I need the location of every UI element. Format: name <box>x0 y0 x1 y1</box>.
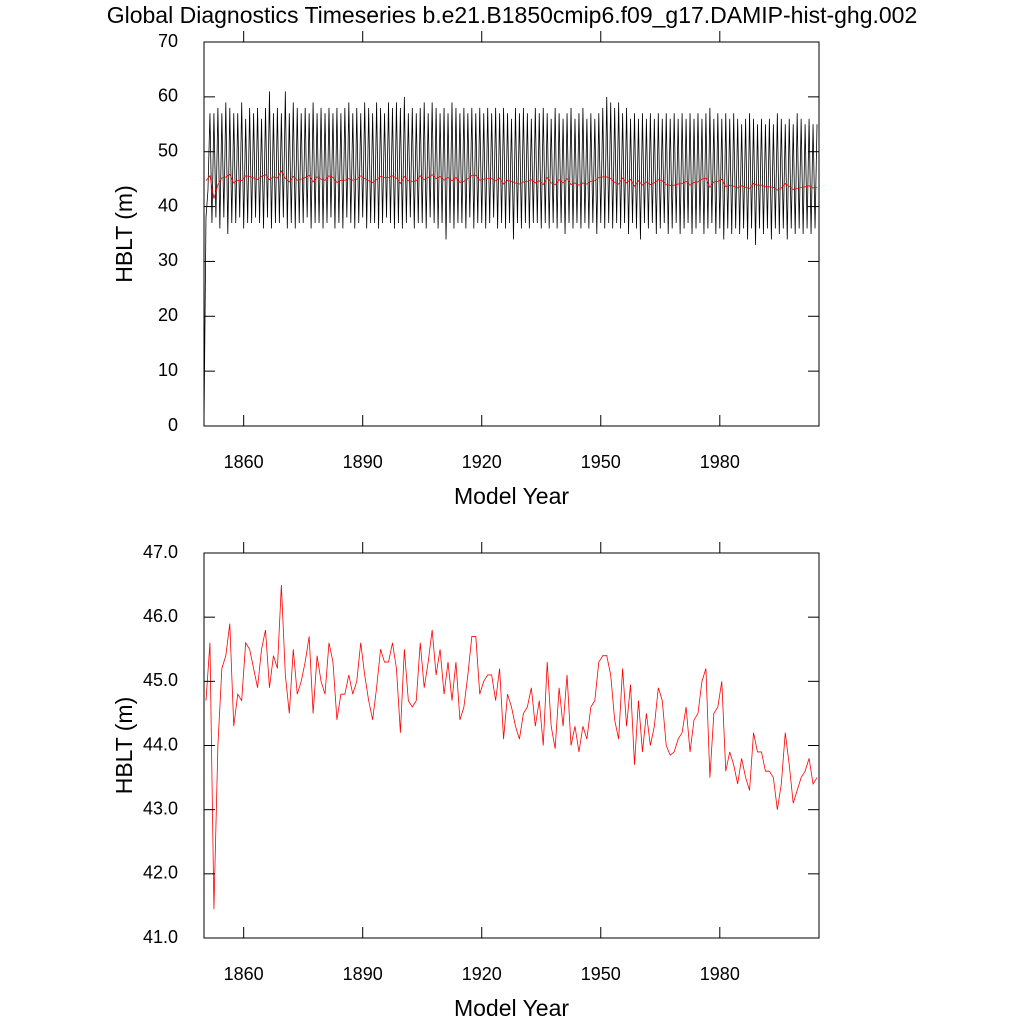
y-tick-label: 40 <box>158 195 178 215</box>
y-tick-label: 44.0 <box>143 734 178 754</box>
y-tick-label: 70 <box>158 31 178 51</box>
chart-title: Global Diagnostics Timeseries b.e21.B185… <box>107 2 918 28</box>
y-tick-label: 0 <box>168 415 178 435</box>
y-tick-label: 43.0 <box>143 798 178 818</box>
y-tick-label: 46.0 <box>143 606 178 626</box>
x-axis-label: Model Year <box>454 483 569 509</box>
y-tick-label: 42.0 <box>143 863 178 883</box>
x-tick-label: 1920 <box>462 964 502 984</box>
x-tick-label: 1860 <box>224 452 264 472</box>
y-axis-label: HBLT (m) <box>111 697 137 795</box>
y-tick-label: 60 <box>158 86 178 106</box>
y-tick-label: 45.0 <box>143 670 178 690</box>
x-axis-label: Model Year <box>454 995 569 1021</box>
x-tick-label: 1890 <box>343 964 383 984</box>
plot-frame <box>203 41 820 427</box>
y-tick-label: 41.0 <box>143 927 178 947</box>
y-tick-label: 10 <box>158 360 178 380</box>
data-line <box>205 170 818 199</box>
data-line <box>204 91 818 426</box>
y-tick-label: 20 <box>158 305 178 325</box>
x-tick-label: 1980 <box>700 452 740 472</box>
x-tick-label: 1890 <box>343 452 383 472</box>
plot-frame <box>203 552 820 939</box>
y-tick-label: 47.0 <box>143 542 178 562</box>
x-tick-label: 1950 <box>581 964 621 984</box>
x-tick-label: 1920 <box>462 452 502 472</box>
x-tick-label: 1860 <box>224 964 264 984</box>
y-axis-label: HBLT (m) <box>111 185 137 283</box>
data-line <box>205 585 818 910</box>
y-tick-label: 30 <box>158 250 178 270</box>
x-tick-label: 1950 <box>581 452 621 472</box>
x-tick-label: 1980 <box>700 964 740 984</box>
y-tick-label: 50 <box>158 140 178 160</box>
